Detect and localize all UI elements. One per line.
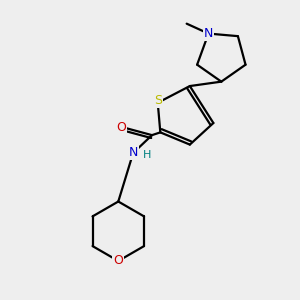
- Text: H: H: [143, 150, 151, 160]
- Text: N: N: [204, 27, 213, 40]
- Text: N: N: [128, 146, 138, 160]
- Text: O: O: [116, 121, 126, 134]
- Text: O: O: [113, 254, 123, 268]
- Text: S: S: [154, 94, 162, 107]
